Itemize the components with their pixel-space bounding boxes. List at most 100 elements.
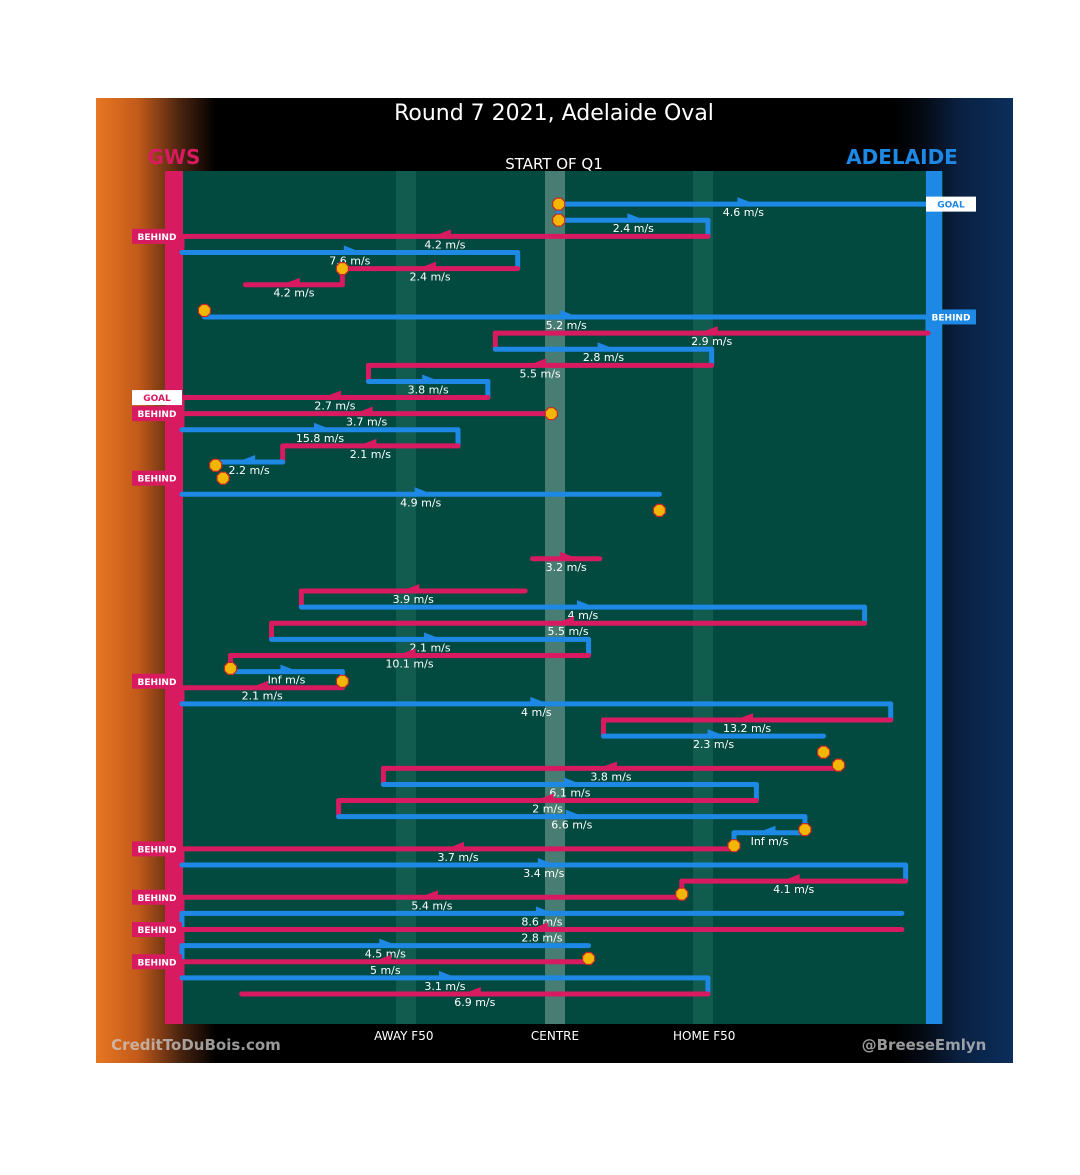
direction-arrow (250, 680, 269, 689)
outcome-badge (132, 954, 182, 970)
speed-label: 4.2 m/s (273, 287, 314, 300)
direction-arrow (757, 825, 776, 834)
direction-arrow (598, 761, 617, 770)
direction-arrow (737, 197, 756, 206)
direction-arrow (446, 841, 465, 850)
direction-arrow (535, 793, 554, 802)
outcome-label: BEHIND (138, 233, 177, 243)
outcome-badge (132, 228, 182, 244)
outcome-badge (132, 889, 182, 905)
x-tick-label: CENTRE (531, 1029, 579, 1043)
speed-label: 2.8 m/s (583, 351, 624, 364)
outcome-badge (926, 309, 976, 325)
speed-label: 3.8 m/s (590, 770, 631, 783)
speed-label: 2.1 m/s (409, 641, 450, 654)
outcome-label: BEHIND (138, 475, 177, 485)
outcome-label: BEHIND (138, 845, 177, 855)
outcome-badge (926, 196, 976, 212)
speed-label: 2.2 m/s (229, 464, 270, 477)
direction-arrow (414, 487, 433, 496)
direction-arrow (699, 326, 718, 335)
direction-arrow (397, 648, 416, 657)
direction-arrow (556, 616, 575, 625)
outcome-label: GOAL (143, 394, 171, 404)
direction-arrow (373, 954, 392, 963)
direction-arrow (563, 777, 582, 786)
chart-frame: Round 7 2021, Adelaide Oval START OF Q1 … (96, 98, 1013, 1063)
speed-label: 6.9 m/s (454, 996, 495, 1009)
direction-arrow (529, 922, 548, 931)
direction-arrow (576, 600, 595, 609)
outcome-label: BEHIND (138, 894, 177, 904)
outcome-label: BEHIND (138, 678, 177, 688)
speed-label: 5.5 m/s (520, 367, 561, 380)
direction-arrow (627, 213, 646, 222)
direction-arrow (419, 890, 438, 899)
speed-label: 2.7 m/s (314, 400, 355, 413)
direction-arrow (322, 390, 341, 399)
stoppage-markers (197, 197, 846, 966)
speed-label: Inf m/s (751, 835, 789, 848)
stoppage-marker (552, 213, 566, 227)
speed-label: 5.2 m/s (546, 319, 587, 332)
possession-chart: Round 7 2021, Adelaide Oval START OF Q1 … (111, 101, 987, 1054)
credit-left: CreditToDuBois.com (111, 1036, 281, 1054)
direction-arrow (343, 245, 362, 254)
x-tick-label: AWAY F50 (374, 1029, 433, 1043)
speed-label: 6.1 m/s (549, 786, 590, 799)
stoppage-marker (552, 197, 566, 211)
x-tick-label: HOME F50 (673, 1029, 735, 1043)
speed-label: 3.8 m/s (408, 383, 449, 396)
direction-arrow (565, 809, 584, 818)
outcome-label: BEHIND (138, 958, 177, 968)
speed-label: 2.8 m/s (521, 932, 562, 945)
direction-arrow (237, 455, 256, 464)
direction-arrow (735, 712, 754, 721)
stoppage-marker (335, 262, 349, 276)
direction-arrow (379, 938, 398, 947)
direction-arrow (314, 422, 333, 431)
direction-arrow (560, 309, 579, 318)
gws-goal-line (165, 171, 183, 1024)
outcome-label: BEHIND (138, 926, 177, 936)
speed-label: 4.2 m/s (424, 238, 465, 251)
speed-label: 3.2 m/s (546, 561, 587, 574)
chart-subtitle: START OF Q1 (505, 155, 603, 173)
stoppage-marker (798, 822, 812, 837)
stoppage-marker (582, 951, 596, 966)
speed-label: 4.1 m/s (773, 883, 814, 896)
speed-label: 3.9 m/s (393, 593, 434, 606)
stoppage-marker (544, 407, 558, 421)
stoppage-marker (223, 661, 238, 676)
stoppage-marker (208, 458, 223, 472)
direction-arrow (424, 632, 443, 641)
direction-arrow (535, 906, 554, 915)
stoppage-marker (652, 503, 667, 517)
speed-label: 3.1 m/s (424, 980, 465, 993)
speed-label: 5.5 m/s (547, 625, 588, 638)
direction-arrow (401, 584, 420, 592)
speed-label: 4.5 m/s (365, 948, 406, 961)
credit-right: @BreeseEmlyn (862, 1036, 987, 1054)
outcome-badge (132, 922, 182, 938)
speed-label: 5 m/s (370, 964, 401, 977)
stoppage-marker (675, 887, 689, 901)
direction-arrow (281, 277, 300, 286)
stoppage-marker (216, 471, 230, 485)
speed-label: 2.9 m/s (691, 335, 732, 348)
direction-arrow (597, 342, 616, 351)
direction-arrow (537, 858, 556, 867)
direction-arrow (354, 406, 373, 415)
direction-arrow (358, 438, 377, 447)
stoppage-marker (831, 758, 846, 772)
speed-label: 4 m/s (568, 609, 599, 622)
direction-arrow (528, 358, 547, 367)
speed-label: 6.6 m/s (551, 819, 592, 832)
speed-label: 4.9 m/s (400, 496, 441, 509)
speed-label: 2.4 m/s (409, 271, 450, 284)
stoppage-marker (727, 839, 741, 853)
outcome-labels: GOAL BEHIND BEHIND GOAL BEHIND BEHIND BEHIND BE… (132, 196, 976, 970)
direction-arrow (781, 874, 800, 883)
speed-label: 4.6 m/s (723, 206, 764, 219)
speed-label: 2.1 m/s (242, 690, 283, 703)
